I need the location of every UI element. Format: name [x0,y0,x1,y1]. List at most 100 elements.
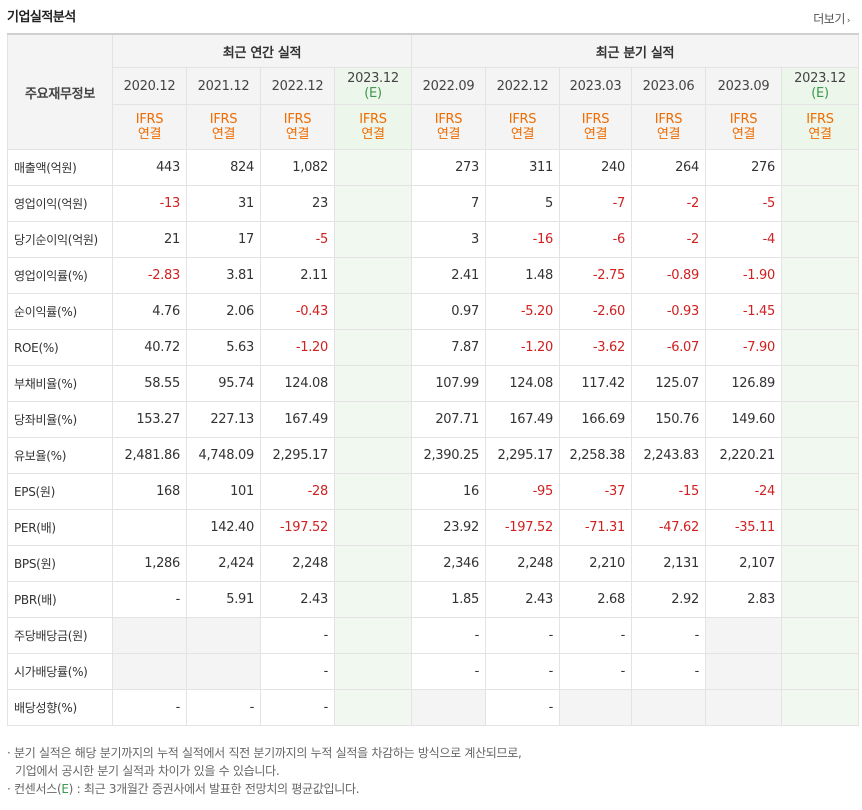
value-cell: -2.83 [112,257,187,294]
period-header: 2022.12 [260,67,335,105]
value-cell: 124.08 [485,365,560,402]
value-cell: 5.91 [186,581,261,618]
value-cell: 4,748.09 [186,437,261,474]
value-cell [334,221,412,258]
value-cell: 311 [485,149,560,186]
period-header: 2023.09 [705,67,782,105]
value-cell [705,653,782,690]
table-row: PBR(배) -5.91 2.43 1.85 2.43 2.68 2.92 2.83 [7,581,859,618]
value-cell [334,185,412,222]
period-label: 2023.12 [794,71,846,86]
financial-table: 주요재무정보 최근 연간 실적 최근 분기 실적 2020.12 2021.12 2… [7,33,859,726]
value-cell: 2.92 [631,581,706,618]
value-cell: 125.07 [631,365,706,402]
value-cell: 227.13 [186,401,261,438]
value-cell [334,581,412,618]
value-cell [781,221,859,258]
value-cell: 5 [485,185,560,222]
table-row: 주당배당금(원) - - - - - [7,617,859,654]
value-cell: 2,346 [411,545,486,582]
value-cell: 166.69 [559,401,632,438]
period-label: 2022.12 [496,78,549,94]
period-header: 2020.12 [112,67,187,105]
value-cell [112,653,187,690]
value-cell [781,293,859,330]
value-cell [781,509,859,546]
value-cell [781,329,859,366]
chevron-right-icon: › [846,16,851,26]
table-row: BPS(원) 1,286 2,424 2,248 2,346 2,248 2,210 2,13… [7,545,859,582]
value-cell [186,617,261,654]
value-cell [334,473,412,510]
row-label: 시가배당률(%) [7,653,113,690]
period-label: 2023.09 [717,78,770,94]
value-cell: -2 [631,221,706,258]
value-cell: 2,424 [186,545,261,582]
period-label: 2023.03 [569,78,622,94]
estimate-marker: (E) [811,86,829,101]
value-cell [781,365,859,402]
value-cell [705,689,782,726]
value-cell: 2.43 [485,581,560,618]
value-cell: -28 [260,473,335,510]
value-cell [334,329,412,366]
value-cell: 2,107 [705,545,782,582]
period-label: 2022.09 [422,78,475,94]
value-cell: -37 [559,473,632,510]
value-cell: 21 [112,221,187,258]
table-row: 순이익률(%) 4.76 2.06 -0.43 0.97 -5.20 -2.60 -0.93-… [7,293,859,330]
value-cell [334,293,412,330]
basis-header: IFRS 연결 [112,104,187,150]
row-label: 영업이익(억원) [7,185,113,222]
value-cell: 23.92 [411,509,486,546]
value-cell: -2 [631,185,706,222]
value-cell: -3.62 [559,329,632,366]
value-cell: -5 [705,185,782,222]
value-cell: - [631,653,706,690]
value-cell: - [559,617,632,654]
value-cell: -1.20 [260,329,335,366]
value-cell: 3 [411,221,486,258]
value-cell: 126.89 [705,365,782,402]
value-cell: 2,248 [485,545,560,582]
value-cell: - [411,653,486,690]
basis-header: IFRS 연결 [186,104,261,150]
value-cell: -47.62 [631,509,706,546]
table-row: 영업이익률(%) -2.83 3.81 2.11 2.41 1.48 -2.75 -0.89-… [7,257,859,294]
row-label: 당좌비율(%) [7,401,113,438]
value-cell: -13 [112,185,187,222]
section-header: 기업실적분석 더보기 › [0,0,862,34]
value-cell: 58.55 [112,365,187,402]
row-label: ROE(%) [7,329,113,366]
value-cell: -4 [705,221,782,258]
more-link[interactable]: 더보기 › [813,10,850,27]
value-cell: 824 [186,149,261,186]
row-label: 배당성향(%) [7,689,113,726]
footnotes: · 분기 실적은 해당 분기까지의 누적 실적에서 직전 분기까지의 누적 실적… [7,744,522,798]
value-cell [781,401,859,438]
value-cell: -1.45 [705,293,782,330]
basis-header: IFRS 연결 [559,104,632,150]
value-cell [411,689,486,726]
value-cell: 101 [186,473,261,510]
value-cell: 2.68 [559,581,632,618]
value-cell: 276 [705,149,782,186]
table-row: 시가배당률(%) - - - - - [7,653,859,690]
estimate-marker: (E) [364,86,382,101]
value-cell [631,689,706,726]
value-cell: 2.11 [260,257,335,294]
period-header: 2021.12 [186,67,261,105]
value-cell [781,653,859,690]
value-cell: - [260,653,335,690]
period-header: 2023.06 [631,67,706,105]
value-cell: -35.11 [705,509,782,546]
value-cell: 2,243.83 [631,437,706,474]
group-annual-header: 최근 연간 실적 [112,33,412,68]
value-cell: 240 [559,149,632,186]
value-cell: -7.90 [705,329,782,366]
value-cell: 4.76 [112,293,187,330]
value-cell: -16 [485,221,560,258]
value-cell [781,185,859,222]
row-label: 부채비율(%) [7,365,113,402]
value-cell [334,257,412,294]
